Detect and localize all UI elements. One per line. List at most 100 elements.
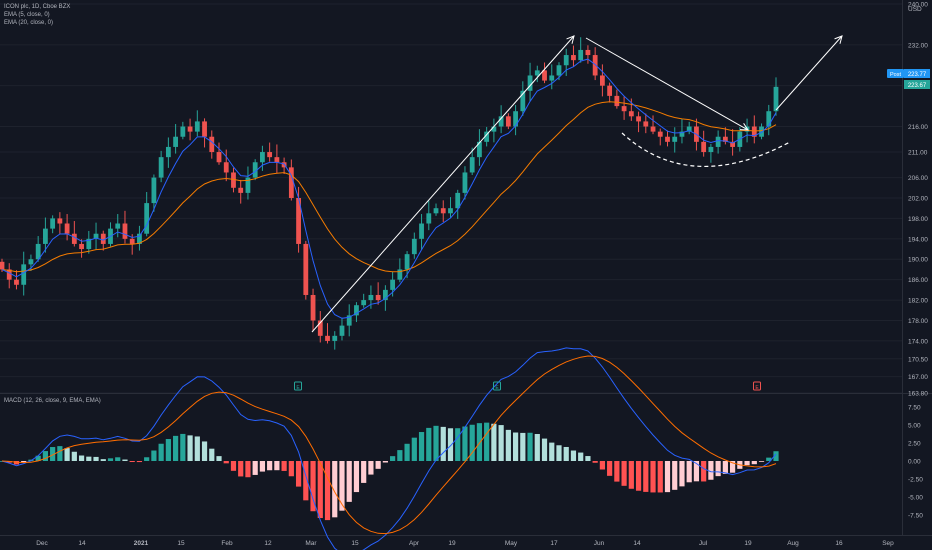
price-tick: 216.00 — [908, 124, 928, 131]
candle-body — [165, 146, 171, 158]
macd-histogram-bar — [520, 432, 526, 461]
candle-body — [708, 146, 714, 153]
candle-body — [650, 126, 656, 132]
candle-body — [339, 325, 345, 336]
candle-body — [14, 279, 19, 285]
macd-histogram-bar — [136, 461, 143, 463]
macd-histogram-bar — [375, 461, 381, 469]
macd-tick: -2.50 — [908, 477, 923, 484]
macd-histogram-bar — [744, 461, 750, 466]
time-tick: Jun — [594, 540, 605, 547]
macd-histogram-bar — [592, 461, 598, 463]
macd-histogram-bar — [303, 461, 309, 501]
macd-histogram-bar — [252, 461, 258, 475]
candle-body — [686, 126, 692, 132]
price-tick: 190.00 — [908, 257, 928, 264]
time-tick: 15 — [177, 540, 185, 547]
macd-histogram-bar — [390, 456, 396, 461]
macd-tick: -7.50 — [908, 513, 923, 520]
macd-histogram-bar — [693, 461, 700, 482]
macd-histogram-bar — [259, 461, 266, 472]
event-marker-label: E — [755, 385, 759, 391]
macd-histogram-bar — [129, 461, 135, 463]
macd-histogram-bar — [361, 461, 367, 483]
macd-histogram-bar — [527, 432, 533, 461]
candle-body — [607, 85, 613, 96]
candle-body — [223, 162, 229, 173]
macd-histogram-bar — [180, 433, 186, 461]
candle-body — [556, 65, 562, 76]
macd-histogram-bar — [766, 457, 772, 461]
post-badge — [887, 69, 904, 78]
ema20-legend[interactable]: EMA (20, close, 0) — [4, 20, 54, 26]
candle-body — [527, 75, 533, 91]
price-tick: 182.00 — [908, 298, 928, 305]
macd-histogram-bar — [86, 456, 92, 461]
macd-histogram-bar — [715, 461, 721, 477]
macd-histogram-bar — [484, 422, 490, 461]
macd-histogram-bar — [93, 456, 99, 461]
macd-histogram-bar — [426, 427, 432, 461]
time-tick: Sep — [882, 540, 894, 547]
candle-body — [151, 177, 157, 204]
downtrend-arrow-head — [739, 123, 749, 131]
macd-histogram-bar — [708, 461, 714, 480]
candle-body — [426, 213, 432, 224]
time-tick: Jul — [699, 540, 708, 547]
price-tick: 174.00 — [908, 338, 928, 345]
signal-line — [1, 355, 777, 535]
candle-body — [390, 279, 396, 290]
macd-histogram-bar — [440, 426, 446, 461]
macd-histogram-bar — [462, 426, 468, 461]
macd-histogram-bar — [469, 424, 475, 461]
price-tick: 206.00 — [908, 175, 928, 182]
candle-body — [549, 75, 555, 81]
time-tick: 14 — [78, 540, 86, 547]
candle-body — [28, 259, 34, 265]
candle-body — [194, 121, 200, 132]
macd-histogram-bar — [607, 461, 613, 476]
macd-histogram-bar — [578, 452, 584, 461]
candle-body — [585, 49, 591, 56]
candle-body — [477, 141, 482, 158]
ema20-line — [1, 101, 777, 273]
macd-histogram-bar — [216, 456, 222, 461]
candle-body — [332, 335, 338, 341]
price-tick: 178.00 — [908, 318, 928, 325]
earnings-marker-label: E — [495, 385, 499, 391]
time-tick: May — [505, 540, 518, 547]
macd-histogram-bar — [50, 447, 56, 461]
candle-body — [317, 320, 323, 336]
candle-body — [571, 55, 576, 61]
candle-body — [86, 238, 92, 250]
candle-body — [274, 157, 280, 163]
candle-body — [578, 49, 584, 61]
macd-legend-line[interactable]: MACD (12, 26, close, 9, EMA, EMA) — [4, 398, 101, 404]
ema5-legend[interactable]: EMA (5, close, 0) — [4, 12, 50, 18]
candle-body — [404, 254, 410, 270]
post-price: 223.77 — [908, 72, 927, 78]
candle-body — [759, 126, 764, 137]
macd-histogram-bar — [288, 461, 294, 477]
price-tick: 232.00 — [908, 42, 928, 49]
time-tick: 14 — [633, 540, 641, 547]
candle-body — [419, 223, 424, 239]
candle-body — [288, 167, 294, 198]
downtrend-arrow — [585, 37, 749, 131]
candle-body — [462, 172, 468, 193]
candle-body — [563, 55, 569, 66]
candle-body — [614, 95, 620, 107]
macd-histogram-bar — [78, 455, 85, 461]
macd-histogram-bar — [42, 451, 49, 461]
macd-histogram-bar — [144, 457, 150, 461]
time-tick: 15 — [351, 540, 359, 547]
candle-body — [440, 208, 446, 214]
candle-body — [202, 121, 207, 137]
symbol-line[interactable]: ICON plc, 1D, Cboe BZX — [4, 4, 71, 10]
price-tick: 194.00 — [908, 236, 928, 243]
price-tick: 170.50 — [908, 356, 928, 363]
candle-body — [448, 208, 453, 214]
